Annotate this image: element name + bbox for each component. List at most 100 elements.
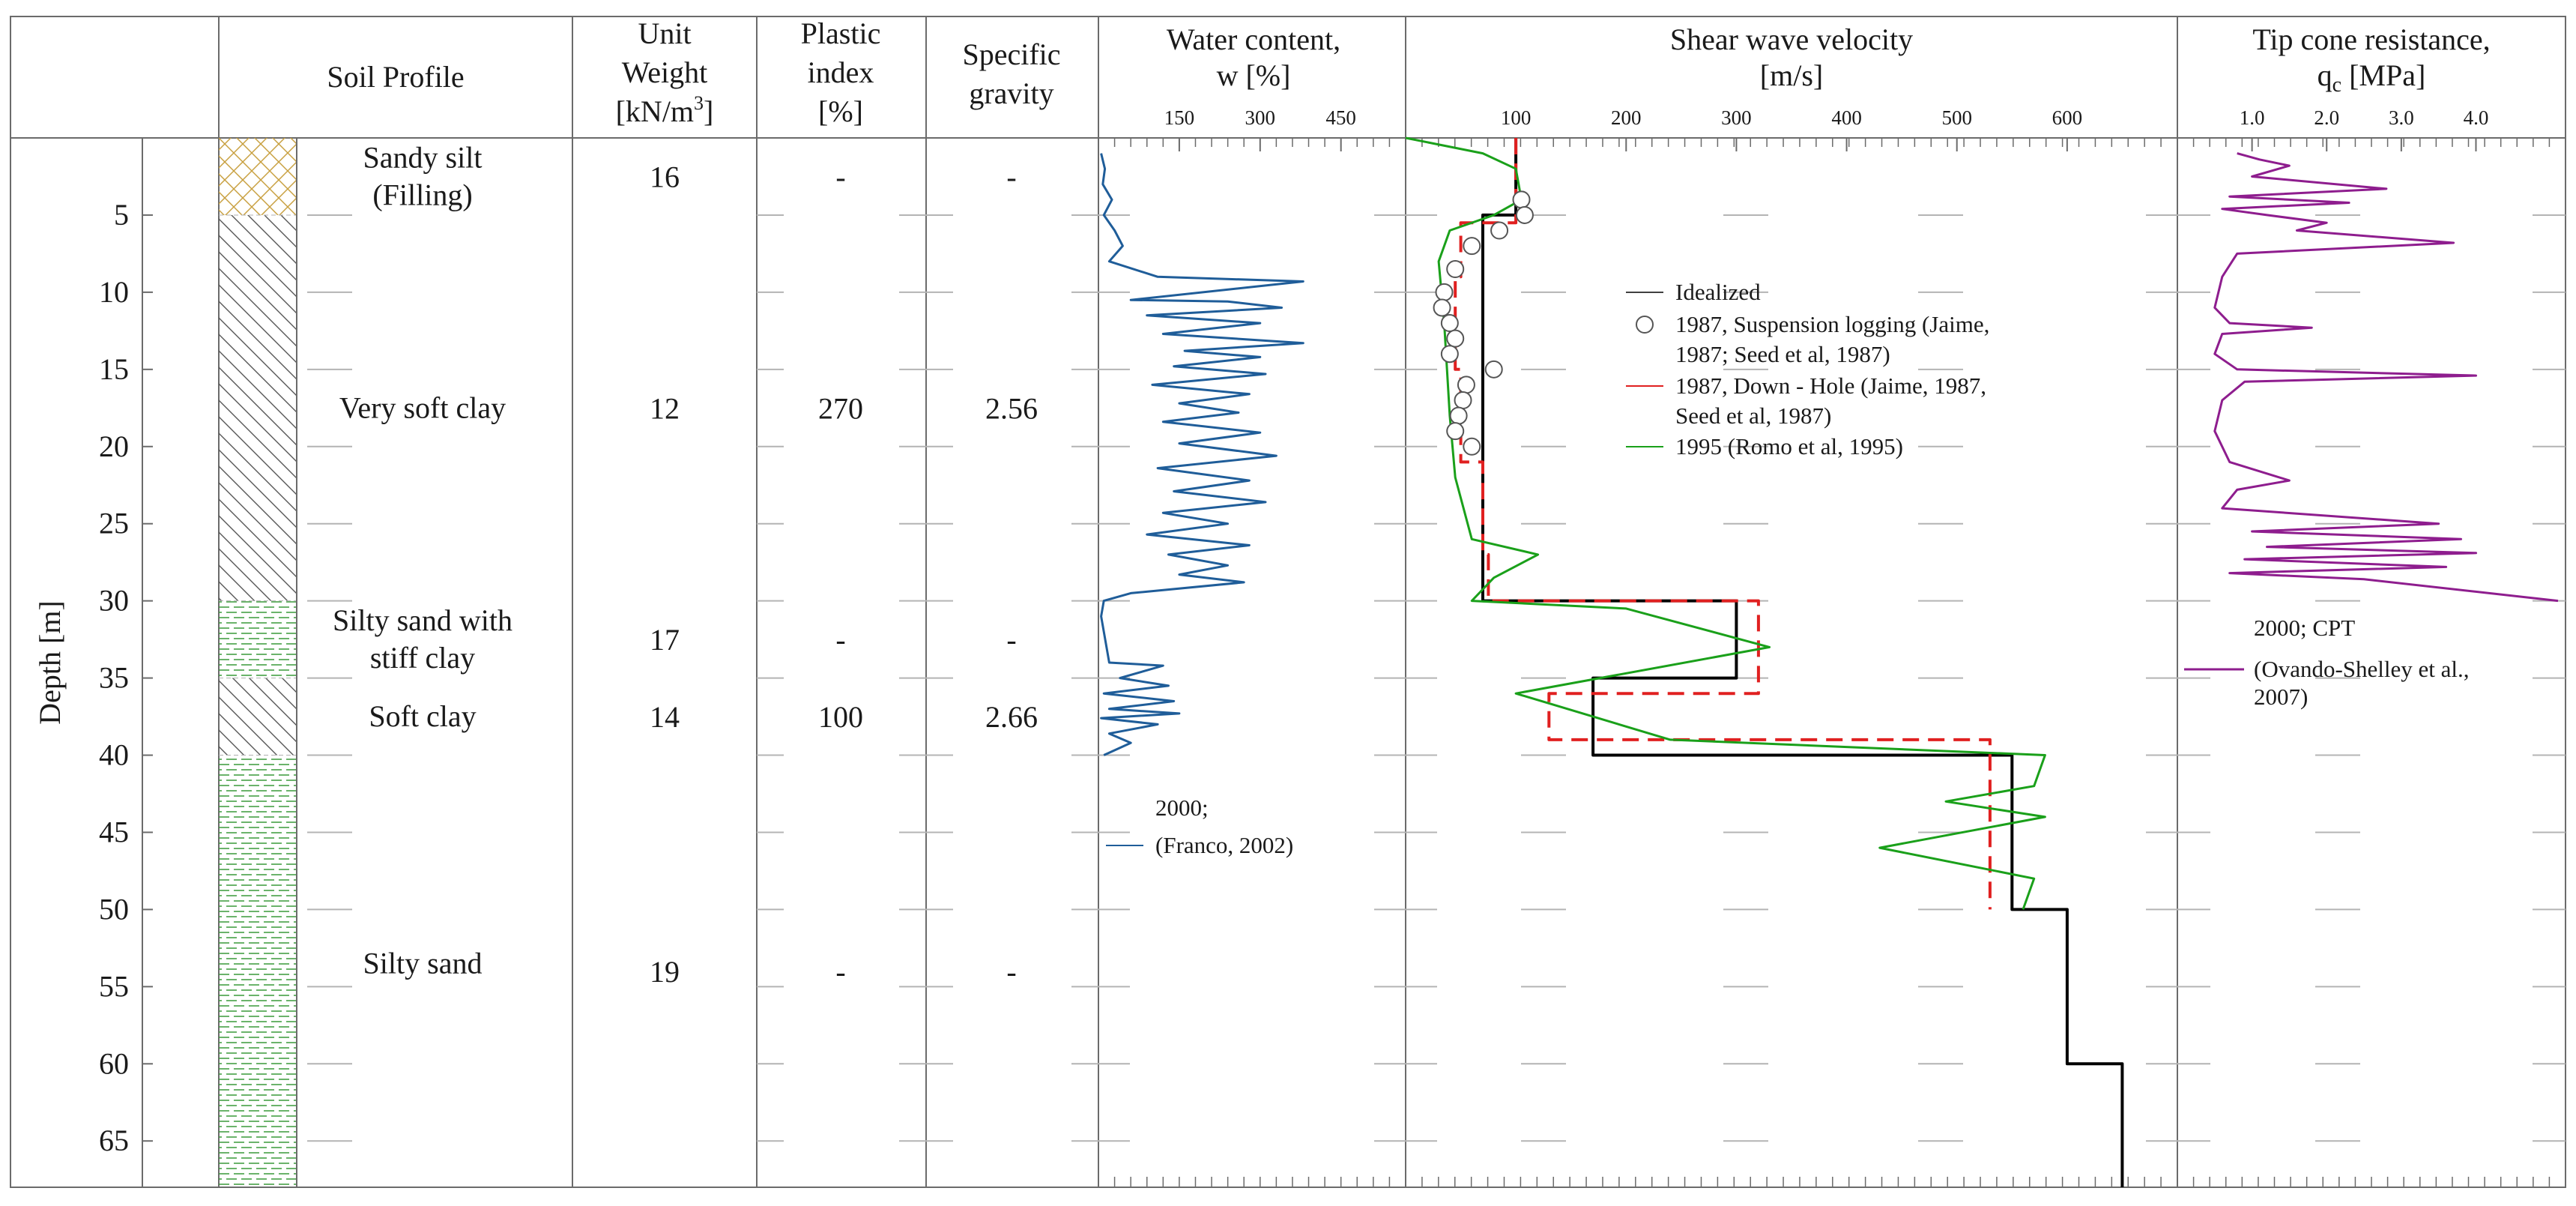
- x-tick-label: 450: [1325, 106, 1356, 129]
- header-soil-profile: Soil Profile: [327, 60, 464, 94]
- layer-specific-gravity: -: [1006, 955, 1016, 989]
- legend-shear-wave: Idealized 1987, Suspension logging (Jaim…: [1626, 279, 1989, 459]
- depth-tick-label: 40: [99, 738, 129, 772]
- subscript-c: c: [2332, 73, 2341, 97]
- depth-tick-label: 20: [99, 429, 129, 463]
- depth-axis: Depth [m]: [33, 138, 143, 1187]
- suspension-logging-point: [1435, 283, 1454, 301]
- depth-axis-label: Depth [m]: [33, 600, 67, 725]
- layer-name: Sandy silt: [363, 140, 483, 174]
- x-tick-label: 300: [1245, 106, 1276, 129]
- suspension-logging-point: [1454, 391, 1472, 409]
- series-line-1-0: [1481, 138, 2124, 1187]
- suspension-logging-point: [1433, 298, 1451, 317]
- x-tick-label: 4.0: [2464, 106, 2489, 129]
- x-tick-label: 150: [1164, 106, 1195, 129]
- x-tick-label: 2.0: [2314, 106, 2339, 129]
- depth-tick-label: 45: [99, 815, 129, 848]
- suspension-logging-point: [1446, 329, 1465, 348]
- series-line-0-0: [1100, 153, 1304, 756]
- depth-tick-label: 60: [99, 1046, 129, 1080]
- header-plastic-index-3: [%]: [818, 94, 863, 128]
- layer-specific-gravity: 2.66: [985, 700, 1038, 734]
- suspension-logging-point: [1457, 376, 1475, 394]
- layer-plastic-index: -: [835, 955, 845, 989]
- soil-layers: [219, 138, 297, 1187]
- depth-tick-label: 55: [99, 969, 129, 1003]
- depth-tick-label: 15: [99, 352, 129, 386]
- suspension-logging-point: [1446, 422, 1465, 441]
- legend-suspension-line2: 1987; Seed et al, 1987): [1675, 341, 1890, 367]
- header-unit-weight-2: Weight: [622, 55, 708, 89]
- depth-tick-label: 50: [99, 892, 129, 926]
- layer-plastic-index: 100: [818, 700, 863, 734]
- layer-specific-gravity: -: [1006, 160, 1016, 193]
- header-water-content-1: Water content,: [1167, 22, 1340, 56]
- legend-downhole-line2: Seed et al, 1987): [1675, 402, 1831, 429]
- x-tick-label: 100: [1501, 106, 1532, 129]
- x-tick-label: 200: [1611, 106, 1642, 129]
- suspension-logging-point: [1440, 345, 1459, 364]
- suspension-logging-point: [1463, 237, 1481, 256]
- legend-downhole-line1: 1987, Down - Hole (Jaime, 1987,: [1675, 373, 1986, 399]
- header-unit-weight-3: [kN/m3]: [616, 92, 714, 128]
- chart-panel-2: 1.0 2.0 3.0 4.0: [2192, 106, 2559, 1187]
- legend-suspension-marker: [1636, 316, 1654, 334]
- legend-suspension-line1: 1987, Suspension logging (Jaime,: [1675, 311, 1989, 337]
- soil-layer-sandy-silt: [219, 138, 297, 215]
- header-tip-cone-2: qc [MPa]: [2318, 58, 2426, 97]
- x-tick-label: 300: [1721, 106, 1752, 129]
- suspension-logging-point: [1446, 260, 1465, 278]
- header-specific-gravity-1: Specific: [962, 37, 1060, 71]
- depth-tick-label: 35: [99, 661, 129, 695]
- header-unit-weight-1: Unit: [638, 16, 691, 50]
- layer-unit-weight: 17: [650, 623, 680, 657]
- x-tick-label: 3.0: [2389, 106, 2414, 129]
- series-line-1-3: [1405, 136, 2046, 910]
- table-frame: [10, 16, 2566, 1188]
- suspension-logging-point: [1490, 221, 1509, 240]
- suspension-logging-point: [1484, 360, 1503, 379]
- layer-properties: Sandy silt (Filling) 16 - - Very soft clay 12 2…: [333, 140, 1038, 988]
- legend-cpt-line3: 2007): [2254, 684, 2308, 710]
- soil-layer-clay: [219, 678, 297, 756]
- depth-tick-label: 10: [99, 275, 129, 309]
- layer-name: stiff clay: [370, 641, 475, 675]
- chart-panels: 150 300 450 100 200 300 400 500 600 1.0 2.0 3.0 4.0: [1100, 106, 2559, 1187]
- column-headers: Soil Profile Unit Weight [kN/m3] Plastic…: [327, 16, 2490, 128]
- header-plastic-index-2: index: [808, 55, 874, 89]
- x-tick-label: 1.0: [2240, 106, 2265, 129]
- depth-grid: 5 10 15 20 25 30 35 40 45 50 55 60 65: [99, 198, 2566, 1157]
- layer-plastic-index: -: [835, 160, 845, 193]
- header-shear-wave-1: Shear wave velocity: [1670, 22, 1913, 56]
- layer-name: Very soft clay: [339, 391, 506, 424]
- depth-tick-label: 5: [114, 198, 129, 232]
- x-tick-label: 500: [1941, 106, 1972, 129]
- layer-specific-gravity: 2.56: [985, 391, 1038, 425]
- layer-name: (Filling): [372, 178, 472, 211]
- depth-tick-label: 25: [99, 507, 129, 540]
- legend-cpt-line1: 2000; CPT: [2254, 615, 2355, 641]
- layer-name: Silty sand with: [333, 603, 513, 637]
- legend-water-content: 2000; (Franco, 2002): [1106, 795, 1293, 858]
- soil-layer-silty-sand: [219, 755, 297, 1187]
- layer-plastic-index: -: [835, 623, 845, 657]
- legend-wc-line1: 2000;: [1155, 795, 1209, 821]
- suspension-logging-point: [1463, 437, 1481, 456]
- suspension-logging-point: [1515, 205, 1534, 224]
- layer-unit-weight: 12: [650, 391, 680, 425]
- depth-tick-label: 65: [99, 1124, 129, 1157]
- legend-wc-line2: (Franco, 2002): [1155, 832, 1293, 858]
- legend-cpt-line2: (Ovando-Shelley et al.,: [2254, 656, 2470, 682]
- header-shear-wave-2: [m/s]: [1760, 58, 1823, 92]
- series-line-2-0: [2213, 152, 2559, 603]
- superscript-3: 3: [694, 92, 704, 114]
- header-tip-cone-1: Tip cone resistance,: [2252, 22, 2490, 56]
- layer-name: Silty sand: [363, 946, 483, 980]
- header-water-content-2: w [%]: [1217, 58, 1291, 92]
- x-tick-label: 600: [2052, 106, 2083, 129]
- layer-unit-weight: 19: [650, 955, 680, 989]
- layer-plastic-index: 270: [818, 391, 863, 425]
- legend-cpt: 2000; CPT (Ovando-Shelley et al., 2007): [2184, 615, 2470, 710]
